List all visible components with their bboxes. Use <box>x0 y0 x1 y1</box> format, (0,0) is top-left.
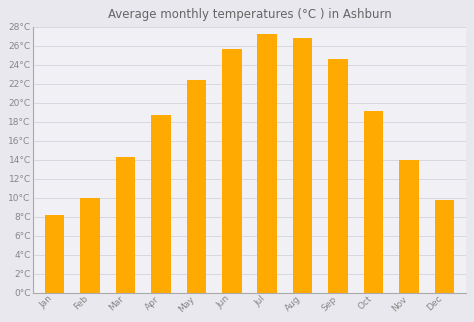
Bar <box>328 59 348 293</box>
Bar <box>80 198 100 293</box>
Title: Average monthly temperatures (°C ) in Ashburn: Average monthly temperatures (°C ) in As… <box>108 8 392 21</box>
Bar <box>364 111 383 293</box>
Bar <box>293 38 312 293</box>
Bar <box>45 215 64 293</box>
Bar <box>151 115 171 293</box>
Bar <box>257 34 277 293</box>
Bar <box>399 160 419 293</box>
Bar <box>435 200 454 293</box>
Bar <box>187 80 206 293</box>
Bar <box>222 49 242 293</box>
Bar <box>116 157 135 293</box>
